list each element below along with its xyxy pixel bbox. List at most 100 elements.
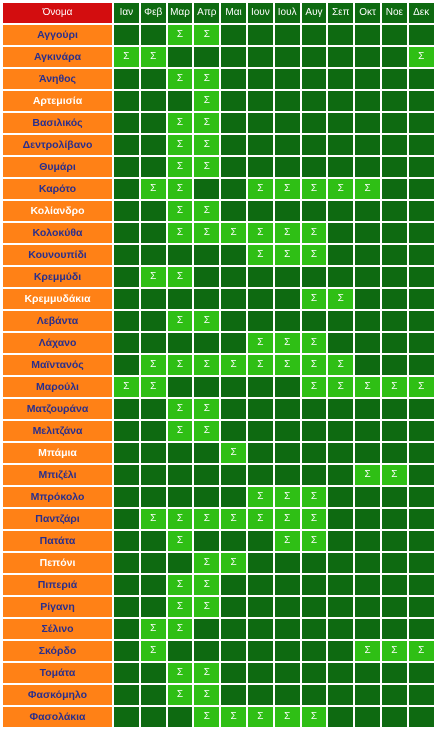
sow-month-cell: Σ [408, 641, 434, 661]
empty-month-cell [381, 663, 407, 683]
empty-month-cell [140, 707, 166, 727]
empty-month-cell [247, 399, 273, 419]
empty-month-cell [408, 355, 434, 375]
plant-name-link[interactable]: Αγκινάρα [3, 47, 112, 67]
sow-month-cell: Σ [274, 333, 300, 353]
plant-name-link[interactable]: Μαϊντανός [3, 355, 112, 375]
empty-month-cell [408, 135, 434, 155]
plant-name-link[interactable]: Μπάμια [3, 443, 112, 463]
empty-month-cell [301, 597, 327, 617]
plant-name-link[interactable]: Τομάτα [3, 663, 112, 683]
empty-month-cell [408, 509, 434, 529]
empty-month-cell [355, 707, 380, 727]
empty-month-cell [274, 641, 300, 661]
month-header[interactable]: Μαρ [167, 3, 193, 23]
plant-name-link[interactable]: Μαρούλι [3, 377, 112, 397]
empty-month-cell [114, 685, 139, 705]
plant-name-link[interactable]: Φασολάκια [3, 707, 112, 727]
plant-name-link[interactable]: Φασκόμηλο [3, 685, 112, 705]
month-header[interactable]: Ιουλ [274, 3, 300, 23]
table-row: Κρεμμύδι Σ Σ [3, 267, 434, 287]
empty-month-cell [355, 399, 380, 419]
sow-month-cell: Σ [301, 355, 327, 375]
table-row: Δεντρολίβανο Σ Σ [3, 135, 434, 155]
empty-month-cell [247, 421, 273, 441]
month-header[interactable]: Σεπ [328, 3, 354, 23]
empty-month-cell [381, 267, 407, 287]
month-header[interactable]: Απρ [194, 3, 220, 23]
empty-month-cell [247, 47, 273, 67]
empty-month-cell [274, 289, 300, 309]
plant-name-link[interactable]: Αγγούρι [3, 25, 112, 45]
plant-name-link[interactable]: Λεβάντα [3, 311, 112, 331]
plant-name-link[interactable]: Δεντρολίβανο [3, 135, 112, 155]
month-header[interactable]: Οκτ [355, 3, 380, 23]
plant-name-link[interactable]: Σέλινο [3, 619, 112, 639]
name-column-header[interactable]: Όνομα [3, 3, 112, 23]
empty-month-cell [140, 685, 166, 705]
empty-month-cell [114, 179, 139, 199]
empty-month-cell [194, 487, 220, 507]
empty-month-cell [328, 157, 354, 177]
plant-name-link[interactable]: Αρτεμισία [3, 91, 112, 111]
plant-name-link[interactable]: Λάχανο [3, 333, 112, 353]
plant-name-link[interactable]: Πεπόνι [3, 553, 112, 573]
empty-month-cell [355, 509, 380, 529]
empty-month-cell [114, 509, 139, 529]
month-header[interactable]: Δεκ [408, 3, 434, 23]
empty-month-cell [408, 113, 434, 133]
plant-name-link[interactable]: Μπρόκολο [3, 487, 112, 507]
empty-month-cell [140, 465, 166, 485]
plant-name-link[interactable]: Σκόρδο [3, 641, 112, 661]
empty-month-cell [221, 531, 246, 551]
sow-month-cell: Σ [167, 135, 193, 155]
sow-month-cell: Σ [274, 245, 300, 265]
empty-month-cell [355, 47, 380, 67]
empty-month-cell [247, 91, 273, 111]
plant-name-link[interactable]: Κουνουπίδι [3, 245, 112, 265]
table-row: Κολοκύθα Σ Σ Σ Σ Σ Σ [3, 223, 434, 243]
empty-month-cell [355, 311, 380, 331]
plant-name-link[interactable]: Μελιτζάνα [3, 421, 112, 441]
plant-name-link[interactable]: Παντζάρι [3, 509, 112, 529]
plant-name-link[interactable]: Ρίγανη [3, 597, 112, 617]
plant-name-link[interactable]: Πιπεριά [3, 575, 112, 595]
empty-month-cell [381, 443, 407, 463]
plant-name-link[interactable]: Κρεμμυδάκια [3, 289, 112, 309]
empty-month-cell [355, 597, 380, 617]
empty-month-cell [355, 487, 380, 507]
sow-month-cell: Σ [194, 597, 220, 617]
empty-month-cell [301, 443, 327, 463]
plant-name-link[interactable]: Θυμάρι [3, 157, 112, 177]
empty-month-cell [408, 553, 434, 573]
empty-month-cell [114, 267, 139, 287]
plant-name-link[interactable]: Μπιζέλι [3, 465, 112, 485]
month-header[interactable]: Αυγ [301, 3, 327, 23]
empty-month-cell [355, 575, 380, 595]
empty-month-cell [194, 531, 220, 551]
empty-month-cell [328, 201, 354, 221]
month-header[interactable]: Μαι [221, 3, 246, 23]
sow-month-cell: Σ [140, 641, 166, 661]
empty-month-cell [355, 113, 380, 133]
plant-name-link[interactable]: Καρότο [3, 179, 112, 199]
plant-name-link[interactable]: Άνηθος [3, 69, 112, 89]
plant-name-link[interactable]: Ματζουράνα [3, 399, 112, 419]
empty-month-cell [247, 531, 273, 551]
month-header[interactable]: Νοε [381, 3, 407, 23]
sow-month-cell: Σ [221, 509, 246, 529]
plant-name-link[interactable]: Βασιλικός [3, 113, 112, 133]
plant-name-link[interactable]: Κρεμμύδι [3, 267, 112, 287]
sow-month-cell: Σ [301, 245, 327, 265]
empty-month-cell [355, 663, 380, 683]
empty-month-cell [328, 465, 354, 485]
sow-month-cell: Σ [167, 267, 193, 287]
plant-name-link[interactable]: Πατάτα [3, 531, 112, 551]
sow-month-cell: Σ [114, 377, 139, 397]
plant-name-link[interactable]: Κολοκύθα [3, 223, 112, 243]
month-header[interactable]: Ιουν [247, 3, 273, 23]
empty-month-cell [221, 25, 246, 45]
month-header[interactable]: Ιαν [114, 3, 139, 23]
month-header[interactable]: Φεβ [140, 3, 166, 23]
plant-name-link[interactable]: Κολίανδρο [3, 201, 112, 221]
